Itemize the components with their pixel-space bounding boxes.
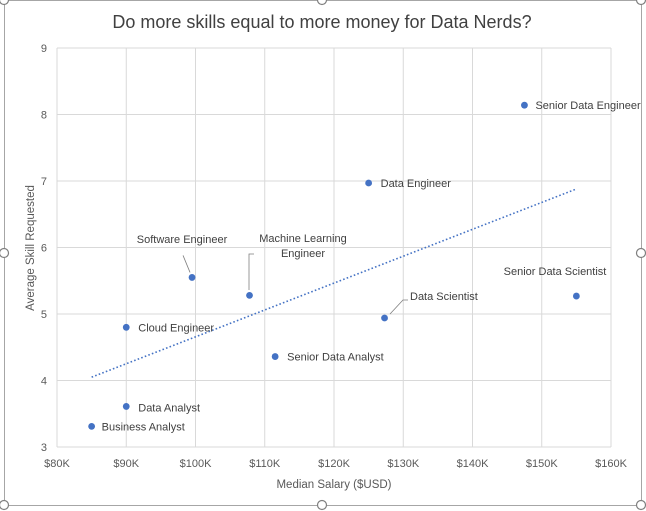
resize-handle-left[interactable] (0, 247, 10, 259)
x-tick-label: $110K (249, 458, 281, 470)
x-tick-label: $130K (387, 458, 419, 470)
data-point (572, 292, 580, 300)
y-tick-label: 4 (41, 376, 47, 388)
trendline (91, 188, 577, 378)
x-axis-title: Median Salary ($USD) (276, 479, 391, 491)
data-label: Business Analyst (102, 421, 185, 433)
x-tick-label: $150K (526, 458, 558, 470)
data-point (521, 101, 528, 109)
data-label: Data Analyst (138, 402, 200, 414)
x-tick-label: $140K (457, 458, 489, 470)
data-point (246, 291, 253, 299)
resize-handle-bottom-left[interactable] (0, 499, 10, 511)
data-point (381, 314, 388, 322)
data-point (271, 353, 279, 360)
label-leader-line (182, 255, 191, 273)
resize-handle-top-right[interactable] (635, 0, 646, 6)
data-label: Engineer (281, 248, 325, 260)
data-point (365, 179, 373, 187)
label-leader-line (389, 299, 408, 315)
data-label: Senior Data Engineer (535, 100, 641, 112)
y-tick-label: 9 (41, 43, 47, 55)
x-tick-label: $160K (595, 458, 627, 470)
y-tick-label: 5 (41, 309, 47, 321)
resize-handle-right[interactable] (635, 247, 646, 259)
label-leader-line (248, 253, 254, 290)
data-label: Data Scientist (410, 291, 478, 303)
x-axis-ticks: $80K $90K $100K $110K $120K $130K $140K $150K $1… (44, 458, 627, 470)
x-tick-label: $80K (44, 458, 70, 470)
resize-handle-bottom-right[interactable] (635, 499, 646, 511)
x-tick-label: $120K (318, 458, 350, 470)
data-labels: Business Analyst Data Analyst Cloud Engine… (102, 100, 641, 433)
chart-title: Do more skills equal to more money for D… (112, 12, 531, 32)
resize-handle-bottom[interactable] (316, 499, 328, 511)
trendline-layer (91, 188, 577, 378)
resize-handle-top-left[interactable] (0, 0, 10, 6)
data-label: Software Engineer (137, 234, 228, 246)
y-tick-label: 7 (41, 176, 47, 188)
resize-handle-top[interactable] (316, 0, 328, 6)
data-label: Machine Learning (259, 233, 346, 245)
y-tick-label: 6 (41, 243, 47, 255)
gridlines (56, 47, 612, 448)
x-tick-label: $90K (113, 458, 139, 470)
y-tick-label: 3 (41, 442, 47, 454)
data-point (188, 274, 196, 281)
data-point (88, 422, 96, 430)
x-tick-label: $100K (180, 458, 212, 470)
y-tick-label: 8 (41, 110, 47, 122)
data-label: Data Engineer (381, 178, 452, 190)
chart-area[interactable] (4, 0, 642, 506)
data-point (122, 403, 130, 410)
data-points (88, 101, 580, 430)
data-label: Cloud Engineer (138, 322, 214, 334)
data-point (122, 323, 130, 331)
y-axis-ticks: 3 4 5 6 7 8 9 (41, 43, 47, 454)
data-label: Senior Data Analyst (287, 352, 384, 364)
y-axis-title: Average Skill Requested (25, 185, 37, 311)
data-label: Senior Data Scientist (504, 266, 607, 278)
